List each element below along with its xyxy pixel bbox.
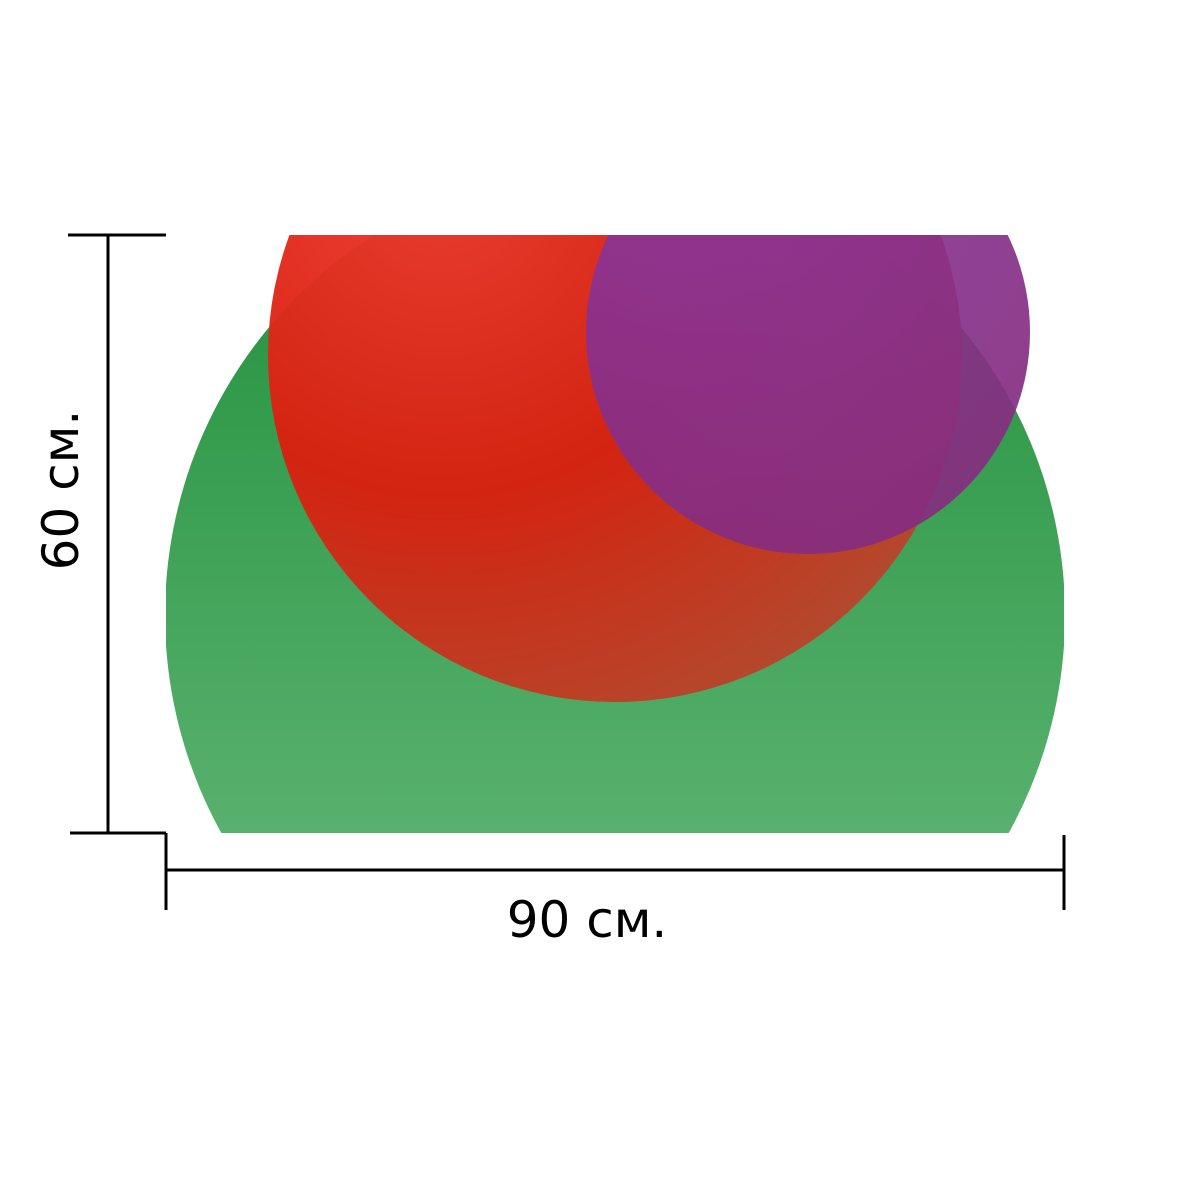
width-label: 90 см. [507,891,668,949]
height-label: 60 см. [32,410,90,571]
width-dimension: 90 см. [164,833,1066,949]
pattern [166,235,1064,833]
purple-circle [586,235,1030,554]
height-dimension: 60 см. [32,233,166,835]
